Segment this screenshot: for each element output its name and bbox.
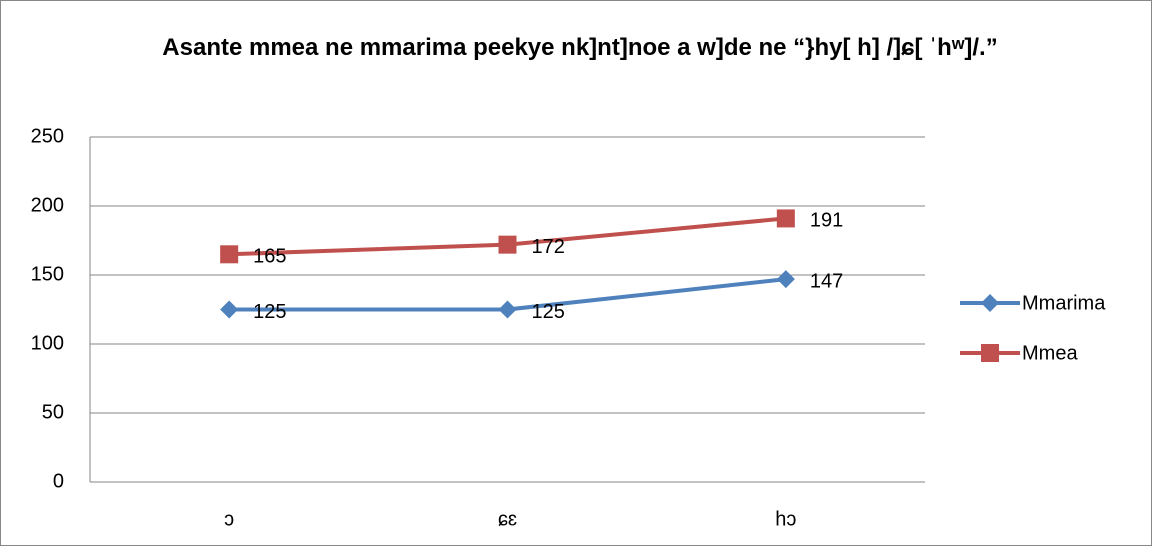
data-label: 147	[810, 270, 843, 292]
x-tick-label: hɔ	[775, 508, 796, 530]
point	[981, 294, 999, 312]
chart-title: Asante mmea ne mmarima peekye nk]nt]noe …	[162, 34, 998, 61]
point	[220, 245, 239, 264]
data-label: 191	[810, 210, 843, 232]
point	[498, 235, 517, 254]
point	[220, 300, 239, 319]
point	[776, 270, 795, 289]
x-tick-label: ɔ	[224, 508, 234, 530]
data-label: 172	[532, 236, 565, 258]
x-tick-label: ɕɛ	[498, 508, 517, 530]
point	[776, 209, 795, 228]
point	[498, 300, 517, 319]
y-tick-label: 150	[31, 263, 64, 285]
legend-label: Mmarima	[1022, 292, 1106, 314]
point	[981, 344, 999, 362]
data-label: 165	[253, 246, 286, 268]
y-tick-label: 100	[31, 332, 64, 354]
y-tick-label: 0	[53, 470, 64, 492]
data-label: 125	[532, 301, 565, 323]
y-tick-label: 200	[31, 194, 64, 216]
y-tick-label: 250	[31, 125, 64, 147]
legend-label: Mmea	[1022, 342, 1078, 364]
data-label: 125	[253, 301, 286, 323]
y-tick-label: 50	[42, 401, 64, 423]
